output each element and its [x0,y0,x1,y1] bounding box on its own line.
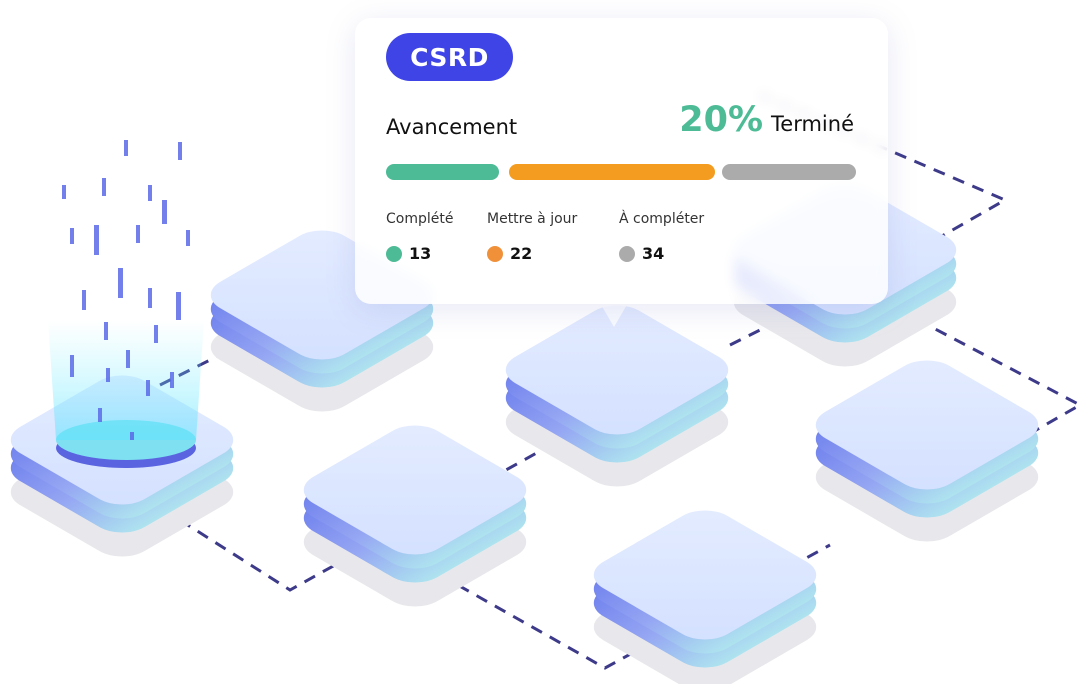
csrd-badge[interactable]: CSRD [386,33,513,81]
legend-update: 22 [487,244,532,263]
tile [492,297,742,495]
portal [48,140,204,468]
progress-bar [386,164,856,180]
percent-complete: 20% Terminé [679,100,854,140]
legend-completed-label: Complété [386,211,454,227]
legend-todo: 34 [619,244,664,263]
legend-completed: 13 [386,244,431,263]
legend-todo-label: À compléter [619,211,705,227]
tile [290,417,540,615]
bar-update [509,164,715,180]
percent-label: Terminé [771,112,854,136]
card-pointer [600,303,628,327]
todo-count: 34 [642,244,665,263]
green-dot-icon [386,245,402,262]
progress-title: Avancement [386,115,518,139]
gray-dot-icon [619,245,635,262]
orange-dot-icon [487,245,503,262]
bar-completed [386,164,499,180]
percent-value: 20% [679,100,764,140]
legend-update-label: Mettre à jour [487,211,578,227]
bar-todo [722,164,856,180]
tile [580,502,830,684]
progress-card: CSRD Avancement 20% Terminé Complété Met… [355,18,888,304]
completed-count: 13 [409,244,432,263]
update-count: 22 [510,244,533,263]
tile [802,352,1052,550]
